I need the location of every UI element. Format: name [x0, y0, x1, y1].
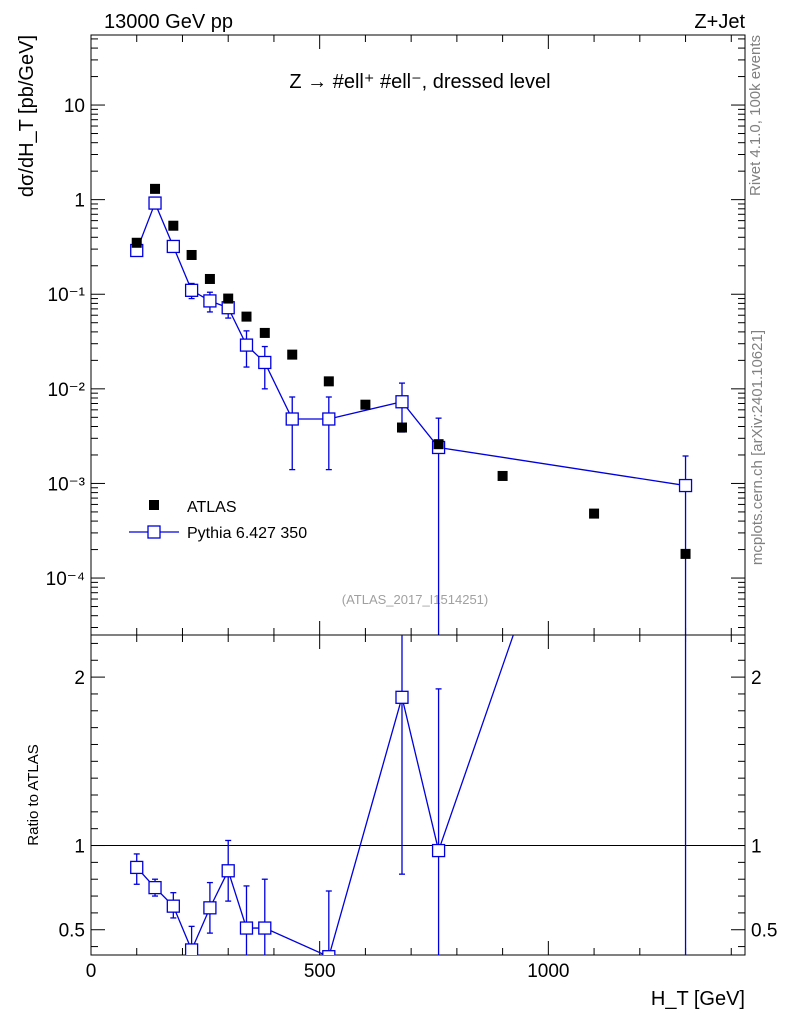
ratio-y-axis-label: Ratio to ATLAS [25, 744, 42, 845]
ratio-y-tick-label-right: 0.5 [751, 921, 777, 942]
legend-atlas-marker [149, 500, 159, 510]
pythia-point [203, 294, 217, 308]
legend-item-atlas: ATLAS [149, 499, 237, 516]
atlas-point [186, 249, 197, 260]
ratio-point [148, 880, 162, 895]
pythia-point [678, 478, 693, 493]
y-tick-label: 10⁻³ [48, 474, 86, 495]
ratio-plot-frame [90, 634, 746, 956]
pythia-point [322, 412, 336, 426]
legend-item-pythia: Pythia 6.427 350 [129, 525, 307, 542]
ratio-point [431, 843, 446, 858]
ratio-y-tick-label: 1 [74, 837, 85, 858]
ratio-y-tick-label-right: 1 [751, 837, 762, 858]
main-panel: Z → #ell⁺ #ell⁻, dressed level (ATLAS_20… [16, 34, 746, 636]
legend-pythia-label: Pythia 6.427 350 [187, 525, 307, 542]
ratio-series-line [136, 635, 515, 955]
ratio-point [184, 943, 199, 955]
main-watermark: (ATLAS_2017_I1514251) [342, 592, 488, 607]
ratio-point [130, 860, 144, 875]
ratio-point [221, 864, 235, 878]
x-axis-label: H_T [GeV] [651, 988, 745, 1010]
atlas-point [433, 439, 444, 450]
ratio-point [203, 901, 217, 915]
ratio-panel: Ratio to ATLAS H_T [GeV] 0.5 0.5 1 1 2 2 0 500… [25, 132, 777, 1010]
atlas-point [150, 183, 161, 194]
y-tick-label: 10⁻² [48, 380, 86, 401]
x-tick-label: 1000 [527, 961, 569, 982]
x-tick-label: 500 [304, 961, 336, 982]
main-y-axis-label: dσ/dH_T [pb/GeV] [16, 35, 38, 197]
header-right-label: Z+Jet [694, 11, 745, 33]
pythia-point [184, 283, 199, 297]
main-title: Z → #ell⁺ #ell⁻, dressed level [289, 71, 550, 93]
pythia-series-line [136, 201, 686, 487]
atlas-point [223, 293, 234, 304]
atlas-point [396, 422, 407, 433]
ratio-point [395, 690, 409, 704]
y-tick-label: 10 [64, 96, 85, 117]
ratio-point [322, 950, 336, 955]
atlas-point [259, 327, 270, 338]
ratio-point [239, 921, 254, 935]
mcplots-source-label: mcplots.cern.ch [arXiv:2401.10621] [749, 330, 766, 565]
atlas-point [287, 349, 298, 360]
atlas-point [589, 508, 600, 519]
atlas-point [241, 311, 252, 322]
rivet-version-label: Rivet 4.1.0, 100k events [747, 35, 764, 196]
pythia-point [258, 355, 272, 370]
atlas-point [204, 273, 215, 284]
legend: ATLAS Pythia 6.427 350 [129, 499, 307, 542]
atlas-point [360, 399, 371, 410]
ratio-y-tick-label: 0.5 [59, 921, 85, 942]
atlas-point [497, 470, 508, 481]
y-tick-label: 10⁻⁴ [46, 569, 85, 590]
main-plot-frame [90, 34, 746, 636]
ratio-point [680, 132, 692, 144]
pythia-point [148, 196, 162, 210]
ratio-y-tick-label: 2 [74, 668, 85, 689]
pythia-point [239, 338, 254, 352]
atlas-point [168, 220, 179, 231]
legend-pythia-marker [147, 525, 161, 539]
x-tick-label: 0 [86, 961, 97, 982]
legend-atlas-label: ATLAS [187, 499, 237, 516]
pythia-point [395, 395, 409, 409]
y-tick-label: 1 [74, 191, 85, 212]
atlas-point [131, 237, 142, 248]
ratio-point [258, 921, 272, 935]
atlas-point [323, 376, 334, 387]
pythia-point [166, 239, 180, 254]
pythia-point [285, 412, 299, 426]
atlas-point [680, 548, 691, 559]
y-tick-label: 10⁻¹ [48, 285, 86, 306]
ratio-point [166, 899, 180, 913]
header-left-label: 13000 GeV pp [104, 11, 233, 33]
ratio-y-tick-label-right: 2 [751, 668, 762, 689]
